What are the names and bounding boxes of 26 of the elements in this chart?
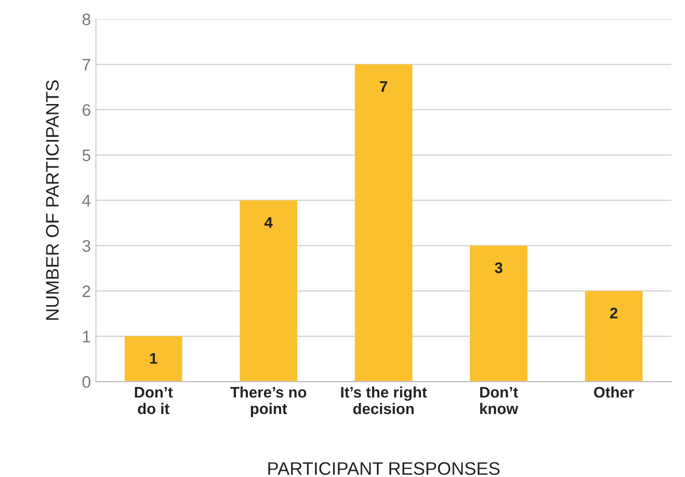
data-label: 7 [380, 81, 388, 92]
y-tick-label: 5 [82, 150, 90, 162]
y-tick-label: 7 [82, 58, 90, 70]
y-tick-label: 6 [82, 104, 90, 116]
x-tick-label: It’s the right decision [341, 386, 427, 414]
bar [240, 200, 298, 382]
y-tick-label: 8 [82, 13, 90, 26]
data-label: 1 [150, 353, 158, 364]
y-tick-label: 1 [83, 330, 90, 342]
y-tick-label: 4 [82, 194, 91, 206]
data-label: 2 [610, 308, 618, 318]
bar [354, 64, 412, 382]
y-axis-title: NUMBER OF PARTICIPANTS [46, 80, 59, 320]
x-tick-label: Don’t do it [134, 387, 173, 414]
bar [584, 290, 643, 382]
x-tick-label: Other [594, 386, 634, 398]
bar [124, 336, 182, 382]
data-label: 3 [494, 262, 502, 274]
y-tick-label: 0 [82, 376, 90, 388]
y-tick-label: 2 [82, 285, 90, 298]
y-tick-label: 3 [82, 240, 90, 252]
x-tick-label: Don’t know [480, 387, 518, 414]
x-tick-label: There’s no point [230, 386, 306, 418]
data-label: 4 [264, 217, 273, 228]
bar [470, 246, 528, 382]
x-axis-title: PARTICIPANT RESPONSES [268, 462, 500, 475]
